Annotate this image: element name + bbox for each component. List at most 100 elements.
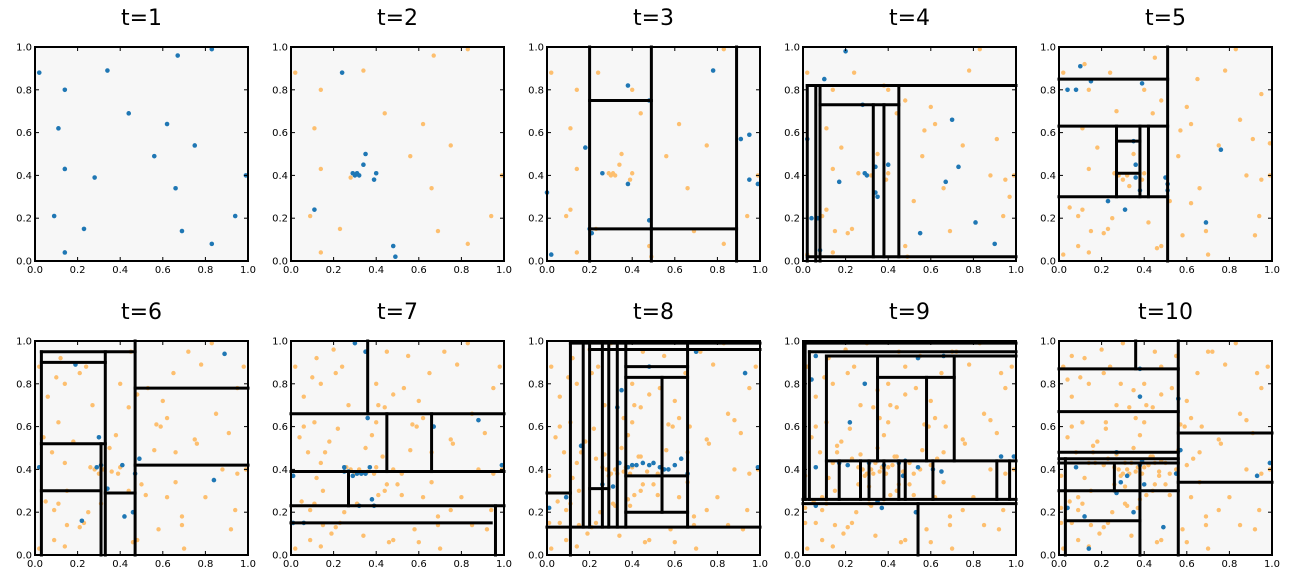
- old-data-point: [1142, 420, 1147, 425]
- old-data-point: [1259, 385, 1264, 391]
- old-data-point: [1135, 505, 1141, 511]
- old-data-point: [1101, 524, 1106, 530]
- old-data-point: [1163, 460, 1168, 466]
- old-data-point: [1069, 394, 1074, 399]
- panel-title: t=10: [1137, 300, 1194, 325]
- new-data-point: [1173, 471, 1179, 476]
- y-tick-label: 0.2: [1040, 508, 1056, 519]
- old-data-point: [1265, 364, 1270, 369]
- old-data-point: [1107, 364, 1113, 369]
- new-data-point: [1254, 473, 1260, 479]
- old-data-point: [1114, 403, 1119, 408]
- old-data-point: [1216, 437, 1221, 442]
- old-data-point: [1173, 467, 1179, 472]
- new-data-point: [1178, 447, 1183, 453]
- old-data-point: [1176, 447, 1181, 453]
- panel-title: t=2: [376, 6, 419, 31]
- old-data-point: [1103, 420, 1109, 425]
- old-data-point: [1095, 439, 1100, 444]
- old-data-point: [1105, 456, 1111, 461]
- old-data-point: [1090, 443, 1096, 449]
- old-data-point: [1122, 460, 1128, 466]
- old-data-point: [1065, 377, 1070, 382]
- old-data-point: [1205, 349, 1211, 354]
- old-data-point: [1184, 539, 1190, 545]
- old-data-point: [1120, 340, 1126, 346]
- panel-title: t=9: [888, 300, 931, 325]
- old-data-point: [1112, 465, 1117, 470]
- old-data-point: [1086, 544, 1092, 549]
- old-data-point: [1058, 473, 1064, 479]
- new-data-point: [1114, 449, 1119, 455]
- plot-background: [1059, 341, 1272, 555]
- new-data-point: [1118, 479, 1124, 485]
- old-data-point: [1101, 462, 1106, 468]
- old-data-point: [1112, 482, 1117, 487]
- old-data-point: [1099, 347, 1104, 352]
- old-data-point: [1190, 456, 1196, 461]
- old-data-point: [1122, 484, 1128, 489]
- old-data-point: [1075, 495, 1081, 500]
- old-data-point: [1184, 398, 1190, 404]
- old-data-point: [1267, 467, 1273, 472]
- new-data-point: [1082, 514, 1087, 519]
- old-data-point: [1199, 424, 1204, 429]
- old-data-point: [1069, 520, 1074, 526]
- x-tick-label: 0.2: [1094, 559, 1110, 567]
- old-data-point: [1142, 381, 1147, 386]
- old-data-point: [1067, 499, 1072, 504]
- old-data-point: [1116, 467, 1121, 472]
- y-tick-label: 0.6: [1040, 422, 1056, 433]
- old-data-point: [1167, 471, 1172, 476]
- old-data-point: [1173, 353, 1179, 359]
- x-tick-label: 0.4: [1136, 559, 1152, 567]
- old-data-point: [1135, 465, 1141, 470]
- old-data-point: [1137, 497, 1143, 502]
- old-data-point: [1118, 473, 1123, 479]
- old-data-point: [1152, 460, 1158, 466]
- old-data-point: [1093, 460, 1098, 466]
- old-data-point: [1120, 471, 1126, 476]
- old-data-point: [1197, 480, 1202, 485]
- old-data-point: [1156, 469, 1162, 474]
- old-data-point: [1205, 546, 1211, 551]
- new-data-point: [1141, 482, 1147, 487]
- old-data-point: [1184, 462, 1190, 468]
- old-data-point: [1086, 460, 1092, 466]
- old-data-point: [1105, 520, 1111, 526]
- old-data-point: [1159, 458, 1164, 464]
- old-data-point: [1222, 362, 1228, 367]
- old-data-point: [1127, 471, 1132, 476]
- old-data-point: [1139, 471, 1145, 476]
- old-data-point: [1069, 424, 1074, 429]
- old-data-point: [1073, 450, 1079, 455]
- old-data-point: [1152, 482, 1158, 487]
- new-data-point: [1161, 524, 1166, 530]
- old-data-point: [1169, 385, 1175, 391]
- old-data-point: [1075, 537, 1081, 543]
- old-data-point: [1154, 539, 1160, 545]
- old-data-point: [1156, 473, 1162, 479]
- old-data-point: [1178, 422, 1183, 427]
- old-data-point: [1090, 450, 1096, 455]
- old-data-point: [1237, 411, 1243, 416]
- old-data-point: [1069, 353, 1074, 359]
- old-data-point: [1252, 527, 1258, 532]
- old-data-point: [1195, 370, 1200, 376]
- old-data-point: [1129, 460, 1134, 466]
- old-data-point: [1159, 364, 1164, 369]
- old-data-point: [1216, 507, 1221, 513]
- new-data-point: [1175, 396, 1181, 402]
- old-data-point: [1163, 482, 1168, 487]
- old-data-point: [1150, 405, 1155, 410]
- old-data-point: [1124, 503, 1130, 508]
- new-data-point: [1131, 509, 1136, 515]
- panel-title: t=8: [632, 300, 675, 325]
- old-data-point: [1167, 492, 1172, 498]
- x-tick-label: 0.6: [1179, 559, 1195, 567]
- old-data-point: [1188, 415, 1194, 421]
- old-data-point: [1114, 452, 1119, 457]
